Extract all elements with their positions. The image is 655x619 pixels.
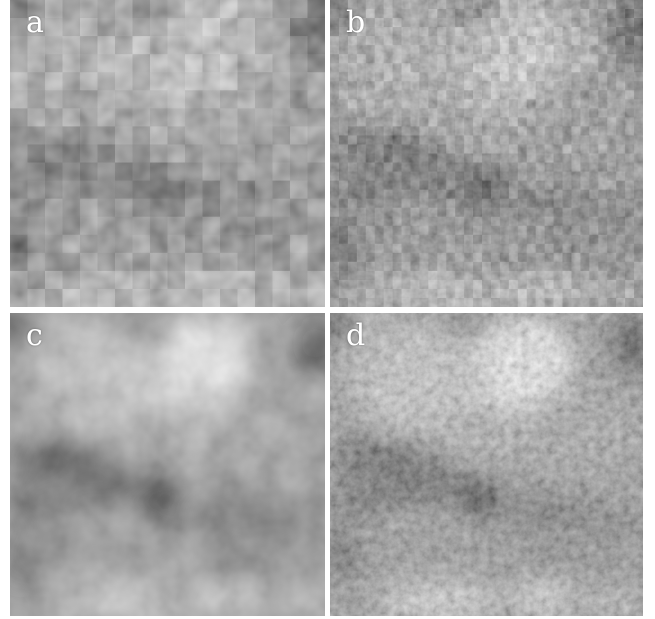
panel-d-label: d [346,318,366,353]
panel-b-image [330,0,643,307]
panel-a: a [10,0,325,307]
panel-c-label: c [26,318,43,353]
panel-d: d [330,313,643,616]
panel-a-label: a [26,5,44,40]
panel-d-image [330,313,643,616]
panel-c-image [10,313,325,616]
panel-a-image [10,0,325,307]
panel-c: c [10,313,325,616]
panel-b: b [330,0,643,307]
panel-b-label: b [346,5,366,40]
